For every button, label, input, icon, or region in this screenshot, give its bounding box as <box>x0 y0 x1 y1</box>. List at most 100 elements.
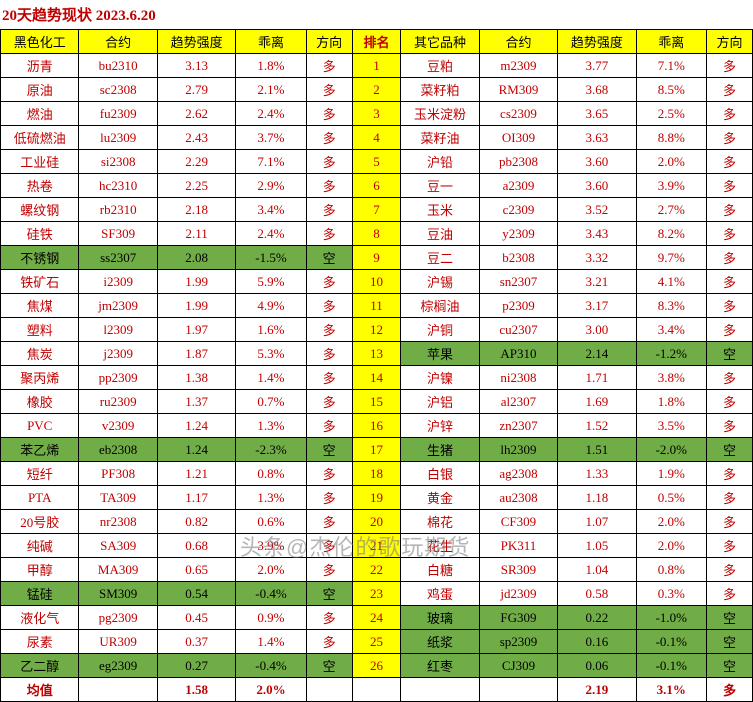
table-row: 沥青bu23103.131.8%多1豆粕m23093.777.1%多 <box>1 54 753 78</box>
cell: 3.43 <box>558 222 636 246</box>
cell: 花生 <box>401 534 479 558</box>
table-row: 苯乙烯eb23081.24-2.3%空17生猪lh23091.51-2.0%空 <box>1 438 753 462</box>
cell: 5.3% <box>236 342 306 366</box>
table-row: 锰硅SM3090.54-0.4%空23鸡蛋jd23090.580.3%多 <box>1 582 753 606</box>
cell: 塑料 <box>1 318 79 342</box>
cell: 多 <box>306 102 352 126</box>
hdr-left-dir: 方向 <box>306 30 352 54</box>
cell: 4.1% <box>636 270 706 294</box>
trend-table-container: 20天趋势现状 2023.6.20 黑色化工 合约 趋势强度 乖离 方向 排名 … <box>0 0 753 702</box>
cell: 棉花 <box>401 510 479 534</box>
cell: 豆粕 <box>401 54 479 78</box>
cell: FG309 <box>479 606 557 630</box>
cell: sn2307 <box>479 270 557 294</box>
cell: 1.51 <box>558 438 636 462</box>
cell: sc2308 <box>79 78 157 102</box>
avg-cell: 1.58 <box>157 678 235 702</box>
cell: 1.17 <box>157 486 235 510</box>
cell: 8.8% <box>636 126 706 150</box>
cell: 1.99 <box>157 270 235 294</box>
cell: 多 <box>306 78 352 102</box>
cell: 苯乙烯 <box>1 438 79 462</box>
cell: 锰硅 <box>1 582 79 606</box>
cell: 尿素 <box>1 630 79 654</box>
cell: ni2308 <box>479 366 557 390</box>
cell: 3.21 <box>558 270 636 294</box>
cell: 多 <box>306 510 352 534</box>
cell: c2309 <box>479 198 557 222</box>
cell: AP310 <box>479 342 557 366</box>
cell: pp2309 <box>79 366 157 390</box>
hdr-right-dir: 方向 <box>706 30 752 54</box>
cell: 1.8% <box>636 390 706 414</box>
cell: 橡胶 <box>1 390 79 414</box>
cell: CJ309 <box>479 654 557 678</box>
cell: 生猪 <box>401 438 479 462</box>
cell: 多 <box>306 222 352 246</box>
cell: 3.60 <box>558 150 636 174</box>
cell: 白银 <box>401 462 479 486</box>
cell: 多 <box>706 558 752 582</box>
cell: 铁矿石 <box>1 270 79 294</box>
cell: 18 <box>352 462 401 486</box>
cell: 多 <box>306 534 352 558</box>
cell: lu2309 <box>79 126 157 150</box>
table-row: 乙二醇eg23090.27-0.4%空26红枣CJ3090.06-0.1%空 <box>1 654 753 678</box>
cell: -2.3% <box>236 438 306 462</box>
cell: PF308 <box>79 462 157 486</box>
cell: 5 <box>352 150 401 174</box>
cell: 1.24 <box>157 438 235 462</box>
cell: 多 <box>706 582 752 606</box>
cell: 7.1% <box>236 150 306 174</box>
cell: 1.07 <box>558 510 636 534</box>
cell: 多 <box>306 198 352 222</box>
cell: 空 <box>706 630 752 654</box>
cell: 白糖 <box>401 558 479 582</box>
cell: 1.97 <box>157 318 235 342</box>
cell: m2309 <box>479 54 557 78</box>
cell: ag2308 <box>479 462 557 486</box>
cell: 多 <box>706 270 752 294</box>
cell: 1.99 <box>157 294 235 318</box>
cell: 空 <box>306 582 352 606</box>
page-title: 20天趋势现状 2023.6.20 <box>0 0 753 29</box>
cell: l2309 <box>79 318 157 342</box>
cell: 纯碱 <box>1 534 79 558</box>
cell: 空 <box>306 246 352 270</box>
cell: cs2309 <box>479 102 557 126</box>
cell: 2.4% <box>236 102 306 126</box>
cell: RM309 <box>479 78 557 102</box>
cell: 多 <box>306 318 352 342</box>
table-row: 聚丙烯pp23091.381.4%多14沪镍ni23081.713.8%多 <box>1 366 753 390</box>
avg-cell: 3.1% <box>636 678 706 702</box>
cell: 0.5% <box>636 486 706 510</box>
cell: 0.68 <box>157 534 235 558</box>
hdr-rank: 排名 <box>352 30 401 54</box>
avg-cell <box>352 678 401 702</box>
cell: 多 <box>706 462 752 486</box>
table-row: 硅铁SF3092.112.4%多8豆油y23093.438.2%多 <box>1 222 753 246</box>
cell: 2.08 <box>157 246 235 270</box>
cell: 2.7% <box>636 198 706 222</box>
cell: CF309 <box>479 510 557 534</box>
cell: p2309 <box>479 294 557 318</box>
cell: 多 <box>306 174 352 198</box>
cell: 多 <box>706 366 752 390</box>
cell: 多 <box>706 126 752 150</box>
cell: 0.8% <box>636 558 706 582</box>
cell: 豆油 <box>401 222 479 246</box>
cell: 多 <box>706 54 752 78</box>
cell: 1.6% <box>236 318 306 342</box>
cell: 菜籽粕 <box>401 78 479 102</box>
cell: 8.5% <box>636 78 706 102</box>
table-row: 短纤PF3081.210.8%多18白银ag23081.331.9%多 <box>1 462 753 486</box>
cell: 12 <box>352 318 401 342</box>
table-row: 甲醇MA3090.652.0%多22白糖SR3091.040.8%多 <box>1 558 753 582</box>
cell: 16 <box>352 414 401 438</box>
cell: 沪镍 <box>401 366 479 390</box>
cell: 多 <box>706 150 752 174</box>
cell: 8.3% <box>636 294 706 318</box>
cell: 空 <box>306 438 352 462</box>
cell: 多 <box>306 342 352 366</box>
cell: 多 <box>706 102 752 126</box>
